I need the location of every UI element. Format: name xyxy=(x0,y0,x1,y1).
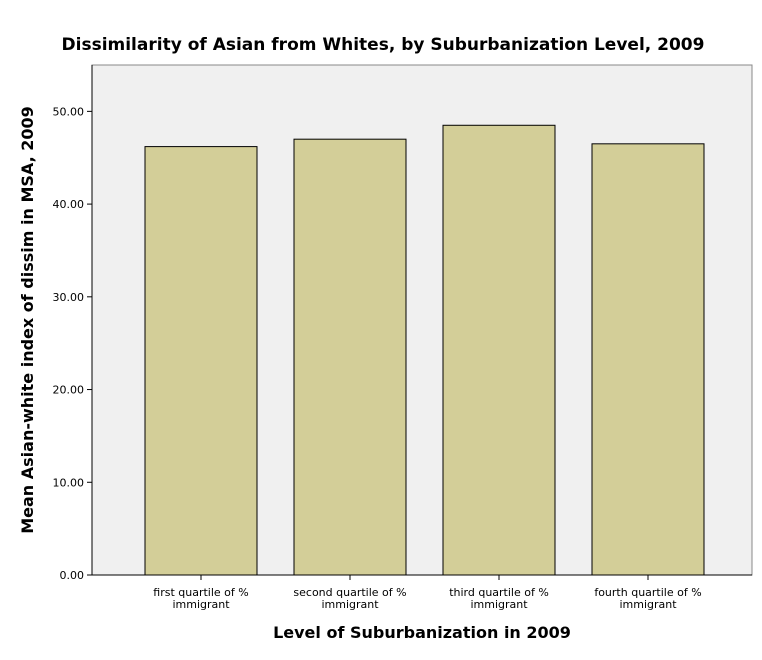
y-tick-label-2: 20.00 xyxy=(53,384,85,397)
x-axis-title: Level of Suburbanization in 2009 xyxy=(273,623,571,642)
axes-group: 0.00 10.00 20.00 30.00 40.00 50.00 first quart… xyxy=(53,65,752,611)
x-tick-label-0: first quartile of % immigrant xyxy=(153,586,248,611)
chart-title: Dissimilarity of Asian from Whites, by S… xyxy=(62,35,705,55)
bar-2 xyxy=(293,138,407,576)
x-tick-label-2: third quartile of % immigrant xyxy=(449,586,549,611)
x-tick-label-1: second quartile of % immigrant xyxy=(293,586,406,611)
bar-3 xyxy=(442,124,556,576)
y-axis-title: Mean Asian-white index of dissim in MSA,… xyxy=(18,106,37,534)
y-tick-label-0: 0.00 xyxy=(60,569,85,582)
y-tick-label-1: 10.00 xyxy=(53,476,85,489)
y-tick-label-3: 30.00 xyxy=(53,291,85,304)
bar-4 xyxy=(591,143,705,576)
x-tick-label-3: fourth quartile of % immigrant xyxy=(594,586,701,611)
y-tick-label-4: 40.00 xyxy=(53,198,85,211)
bar-1 xyxy=(144,146,258,576)
y-tick-label-5: 50.00 xyxy=(53,105,85,118)
bars-group xyxy=(144,124,705,576)
